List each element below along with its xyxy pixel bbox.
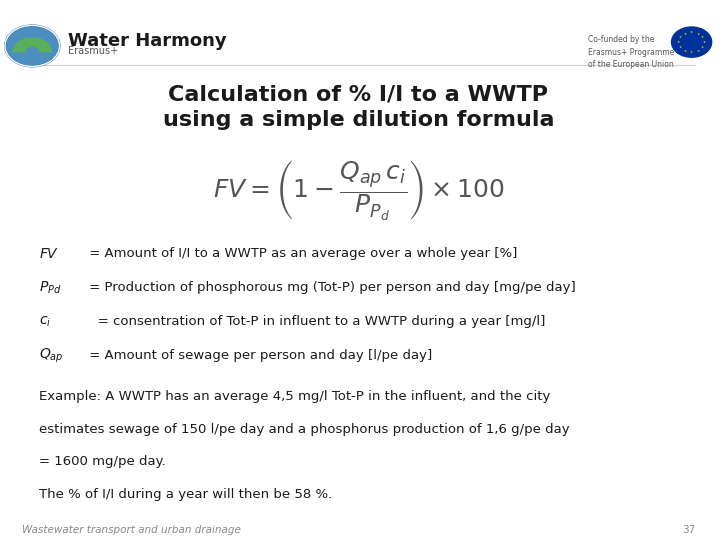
Text: ★: ★ xyxy=(683,32,687,36)
Text: ★: ★ xyxy=(683,49,687,52)
Text: $Q_{ap}$: $Q_{ap}$ xyxy=(40,347,64,365)
Text: using a simple dilution formula: using a simple dilution formula xyxy=(163,110,554,130)
Text: = Amount of I/I to a WWTP as an average over a whole year [%]: = Amount of I/I to a WWTP as an average … xyxy=(84,247,517,260)
Text: ★: ★ xyxy=(696,49,700,52)
Text: ★: ★ xyxy=(701,35,704,39)
Text: = 1600 mg/pe day.: = 1600 mg/pe day. xyxy=(40,455,166,468)
Text: $P_{Pd}$: $P_{Pd}$ xyxy=(40,280,62,296)
Text: ★: ★ xyxy=(690,30,693,35)
Text: ★: ★ xyxy=(677,40,680,44)
Text: ★: ★ xyxy=(701,45,704,49)
Text: 37: 37 xyxy=(682,525,696,535)
Circle shape xyxy=(5,25,60,66)
Wedge shape xyxy=(12,37,53,52)
Text: ★: ★ xyxy=(690,50,693,54)
Circle shape xyxy=(672,27,711,57)
Text: The % of I/I during a year will then be 58 %.: The % of I/I during a year will then be … xyxy=(40,488,333,501)
Text: = consentration of Tot-P in influent to a WWTP during a year [mg/l]: = consentration of Tot-P in influent to … xyxy=(84,315,545,328)
Text: estimates sewage of 150 l/pe day and a phosphorus production of 1,6 g/pe day: estimates sewage of 150 l/pe day and a p… xyxy=(40,423,570,436)
Text: = Production of phosphorous mg (Tot-P) per person and day [mg/pe day]: = Production of phosphorous mg (Tot-P) p… xyxy=(84,281,575,294)
Text: ★: ★ xyxy=(679,45,682,49)
Text: $FV$: $FV$ xyxy=(40,247,60,261)
Text: $c_i$: $c_i$ xyxy=(40,315,52,329)
Text: Erasmus+: Erasmus+ xyxy=(68,46,118,56)
Text: ★: ★ xyxy=(696,32,700,36)
Text: Co-funded by the
Erasmus+ Programme
of the European Union: Co-funded by the Erasmus+ Programme of t… xyxy=(588,35,674,69)
Text: Example: A WWTP has an average 4,5 mg/l Tot-P in the influent, and the city: Example: A WWTP has an average 4,5 mg/l … xyxy=(40,390,551,403)
Text: ★: ★ xyxy=(703,40,706,44)
Text: Wastewater transport and urban drainage: Wastewater transport and urban drainage xyxy=(22,525,240,535)
Text: Calculation of % I/I to a WWTP: Calculation of % I/I to a WWTP xyxy=(168,84,549,105)
Text: Water Harmony: Water Harmony xyxy=(68,31,227,50)
Text: $FV = \left(1 - \dfrac{Q_{ap}\,c_i}{P_{P_d}}\right) \times 100$: $FV = \left(1 - \dfrac{Q_{ap}\,c_i}{P_{P… xyxy=(212,158,504,222)
Text: ★: ★ xyxy=(679,35,682,39)
Text: = Amount of sewage per person and day [l/pe day]: = Amount of sewage per person and day [l… xyxy=(84,349,432,362)
